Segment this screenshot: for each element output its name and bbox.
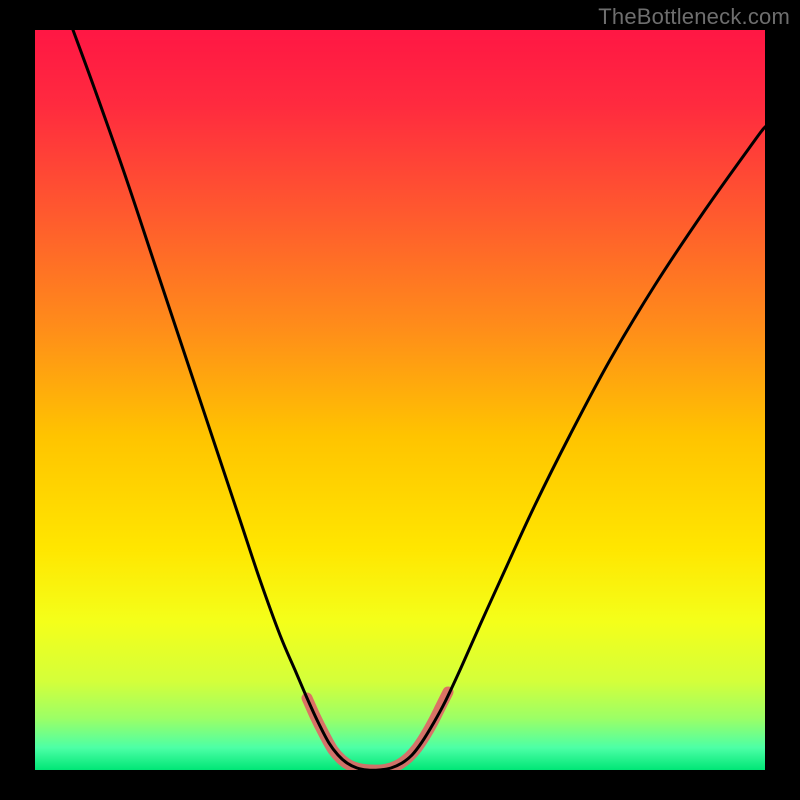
curve-main xyxy=(73,30,765,770)
watermark-text: TheBottleneck.com xyxy=(598,4,790,30)
chart-area xyxy=(35,30,765,770)
bottleneck-curve xyxy=(35,30,765,770)
curve-highlight-valley xyxy=(307,692,448,770)
